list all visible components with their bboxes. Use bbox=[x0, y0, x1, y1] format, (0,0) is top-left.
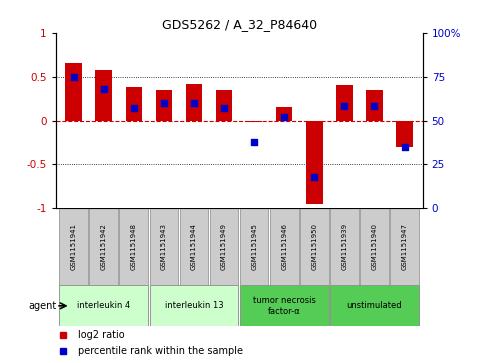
Text: interleukin 4: interleukin 4 bbox=[77, 301, 130, 310]
Bar bbox=[240, 208, 269, 285]
Point bbox=[100, 86, 108, 92]
Text: GSM1151946: GSM1151946 bbox=[281, 223, 287, 270]
Text: percentile rank within the sample: percentile rank within the sample bbox=[78, 346, 242, 356]
Text: agent: agent bbox=[28, 301, 56, 311]
Text: interleukin 13: interleukin 13 bbox=[165, 301, 223, 310]
Bar bbox=[246, 121, 262, 122]
Bar bbox=[150, 208, 178, 285]
Bar bbox=[366, 90, 383, 121]
Text: GSM1151950: GSM1151950 bbox=[312, 223, 317, 270]
Text: GSM1151943: GSM1151943 bbox=[161, 223, 167, 270]
Text: GSM1151948: GSM1151948 bbox=[131, 223, 137, 270]
Bar bbox=[59, 285, 148, 326]
Point bbox=[311, 174, 318, 180]
Text: GSM1151949: GSM1151949 bbox=[221, 223, 227, 270]
Bar bbox=[126, 87, 142, 121]
Point bbox=[280, 114, 288, 120]
Point bbox=[341, 103, 348, 109]
Bar bbox=[216, 90, 232, 121]
Bar bbox=[150, 285, 238, 326]
Title: GDS5262 / A_32_P84640: GDS5262 / A_32_P84640 bbox=[161, 19, 317, 32]
Point bbox=[70, 74, 77, 79]
Bar bbox=[336, 85, 353, 121]
Text: log2 ratio: log2 ratio bbox=[78, 330, 124, 340]
Bar bbox=[300, 208, 328, 285]
Point bbox=[250, 139, 258, 144]
Bar bbox=[210, 208, 238, 285]
Bar bbox=[390, 208, 419, 285]
Bar bbox=[306, 121, 323, 204]
Bar bbox=[276, 107, 293, 121]
Point bbox=[220, 105, 228, 111]
Text: GSM1151939: GSM1151939 bbox=[341, 223, 347, 270]
Text: unstimulated: unstimulated bbox=[347, 301, 402, 310]
Bar bbox=[59, 208, 88, 285]
Text: GSM1151940: GSM1151940 bbox=[371, 223, 378, 270]
Bar bbox=[180, 208, 208, 285]
Bar bbox=[65, 64, 82, 121]
Bar bbox=[119, 208, 148, 285]
Bar bbox=[330, 208, 359, 285]
Text: GSM1151945: GSM1151945 bbox=[251, 223, 257, 270]
Point bbox=[370, 103, 378, 109]
Text: GSM1151944: GSM1151944 bbox=[191, 223, 197, 270]
Point bbox=[401, 144, 409, 150]
Text: GSM1151947: GSM1151947 bbox=[401, 223, 408, 270]
Point bbox=[190, 100, 198, 106]
Text: GSM1151941: GSM1151941 bbox=[71, 223, 77, 270]
Bar bbox=[89, 208, 118, 285]
Point bbox=[160, 100, 168, 106]
Point bbox=[130, 105, 138, 111]
Bar bbox=[360, 208, 389, 285]
Bar bbox=[185, 83, 202, 121]
Bar bbox=[330, 285, 419, 326]
Text: GSM1151942: GSM1151942 bbox=[100, 223, 107, 270]
Bar bbox=[270, 208, 298, 285]
Bar bbox=[396, 121, 413, 147]
Bar bbox=[156, 90, 172, 121]
Bar bbox=[240, 285, 328, 326]
Text: tumor necrosis
factor-α: tumor necrosis factor-α bbox=[253, 296, 316, 315]
Bar bbox=[96, 70, 112, 121]
